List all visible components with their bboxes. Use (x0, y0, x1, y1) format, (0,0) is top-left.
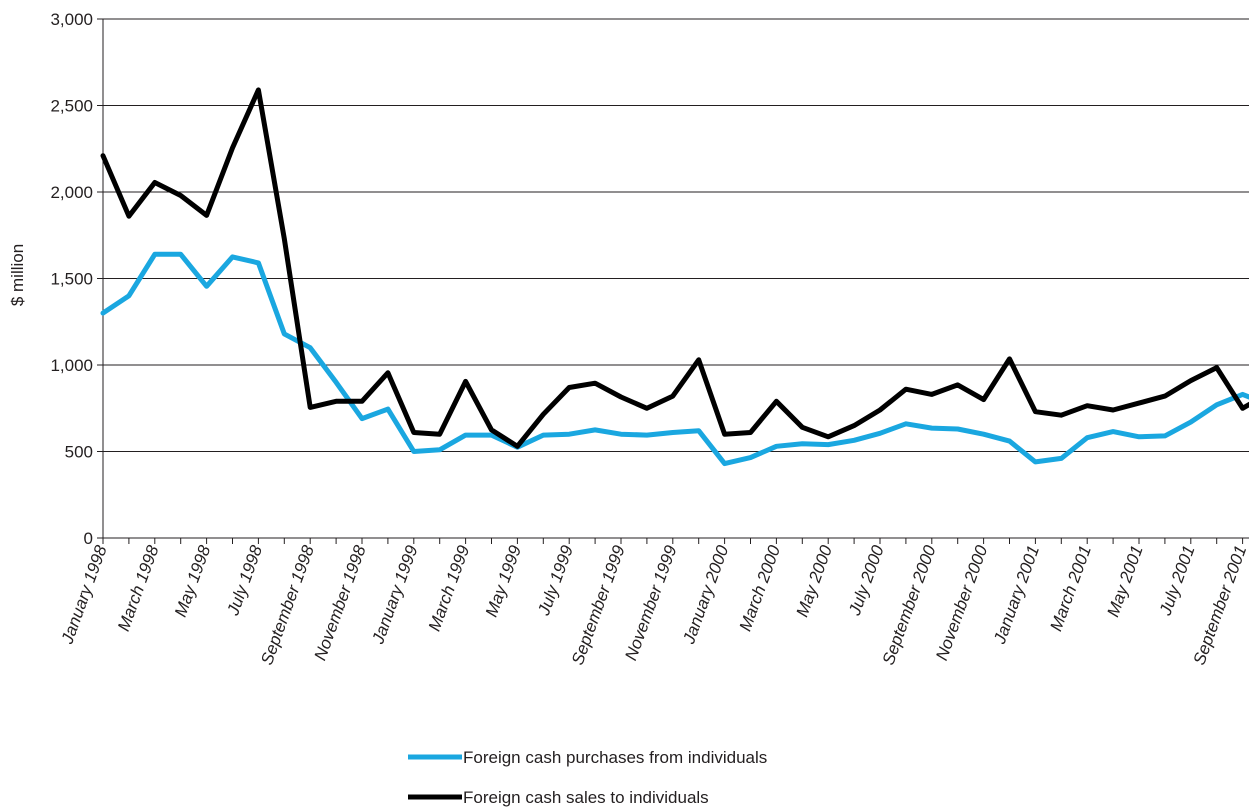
x-tick-label: March 2000 (736, 542, 785, 633)
y-tick-label: 0 (84, 529, 93, 548)
x-tick-label: July 2001 (1155, 543, 1198, 619)
x-tick-label: November 1998 (311, 542, 370, 663)
x-tick-label: May 1998 (171, 542, 215, 619)
x-tick-label: January 1998 (57, 542, 111, 647)
x-tick-label: November 1999 (621, 542, 680, 663)
y-tick-label: 500 (65, 443, 93, 462)
grid-lines (97, 18, 1249, 539)
legend: Foreign cash purchases from individuals … (408, 748, 767, 807)
legend-label-purchases: Foreign cash purchases from individuals (463, 748, 767, 767)
x-tick-label: January 2001 (990, 543, 1043, 647)
x-tick-label: March 1999 (425, 542, 474, 633)
y-tick-label: 1,500 (50, 270, 93, 289)
series-line-sales (100, 87, 1249, 449)
y-tick-labels: 0 500 1,000 1,500 2,000 2,500 3,000 (50, 10, 93, 548)
x-tick-label: March 1998 (114, 542, 163, 633)
series-line-purchases (100, 251, 1249, 467)
y-axis-label: $ million (8, 244, 27, 306)
x-tick-label: May 2000 (793, 542, 837, 619)
y-tick-label: 3,000 (50, 10, 93, 29)
x-tick-label: July 2000 (845, 542, 888, 618)
x-tick-label: January 1999 (368, 542, 422, 647)
x-tick-label: September 1998 (257, 542, 318, 667)
x-tick-labels: January 1998 March 1998 May 1998 July 1998S… (57, 542, 1249, 667)
x-tick-label: September 1999 (568, 542, 629, 667)
y-tick-label: 2,500 (50, 97, 93, 116)
y-tick-label: 2,000 (50, 183, 93, 202)
x-tick-label: May 2001 (1103, 543, 1146, 620)
x-tick-label: May 1999 (482, 542, 526, 619)
x-tick-label: January 2000 (679, 542, 733, 647)
data-series (100, 87, 1249, 467)
y-tick-label: 1,000 (50, 356, 93, 375)
x-tick-label: March 2001 (1046, 543, 1095, 634)
legend-label-sales: Foreign cash sales to individuals (463, 788, 709, 807)
x-tick-label: July 1998 (223, 542, 266, 618)
x-tick-label: September 2000 (879, 542, 940, 667)
x-tick-label: September 2001 (1190, 543, 1249, 668)
axes (102, 19, 1249, 544)
x-tick-label: July 1999 (534, 542, 577, 618)
x-tick-label: November 2000 (932, 542, 991, 663)
